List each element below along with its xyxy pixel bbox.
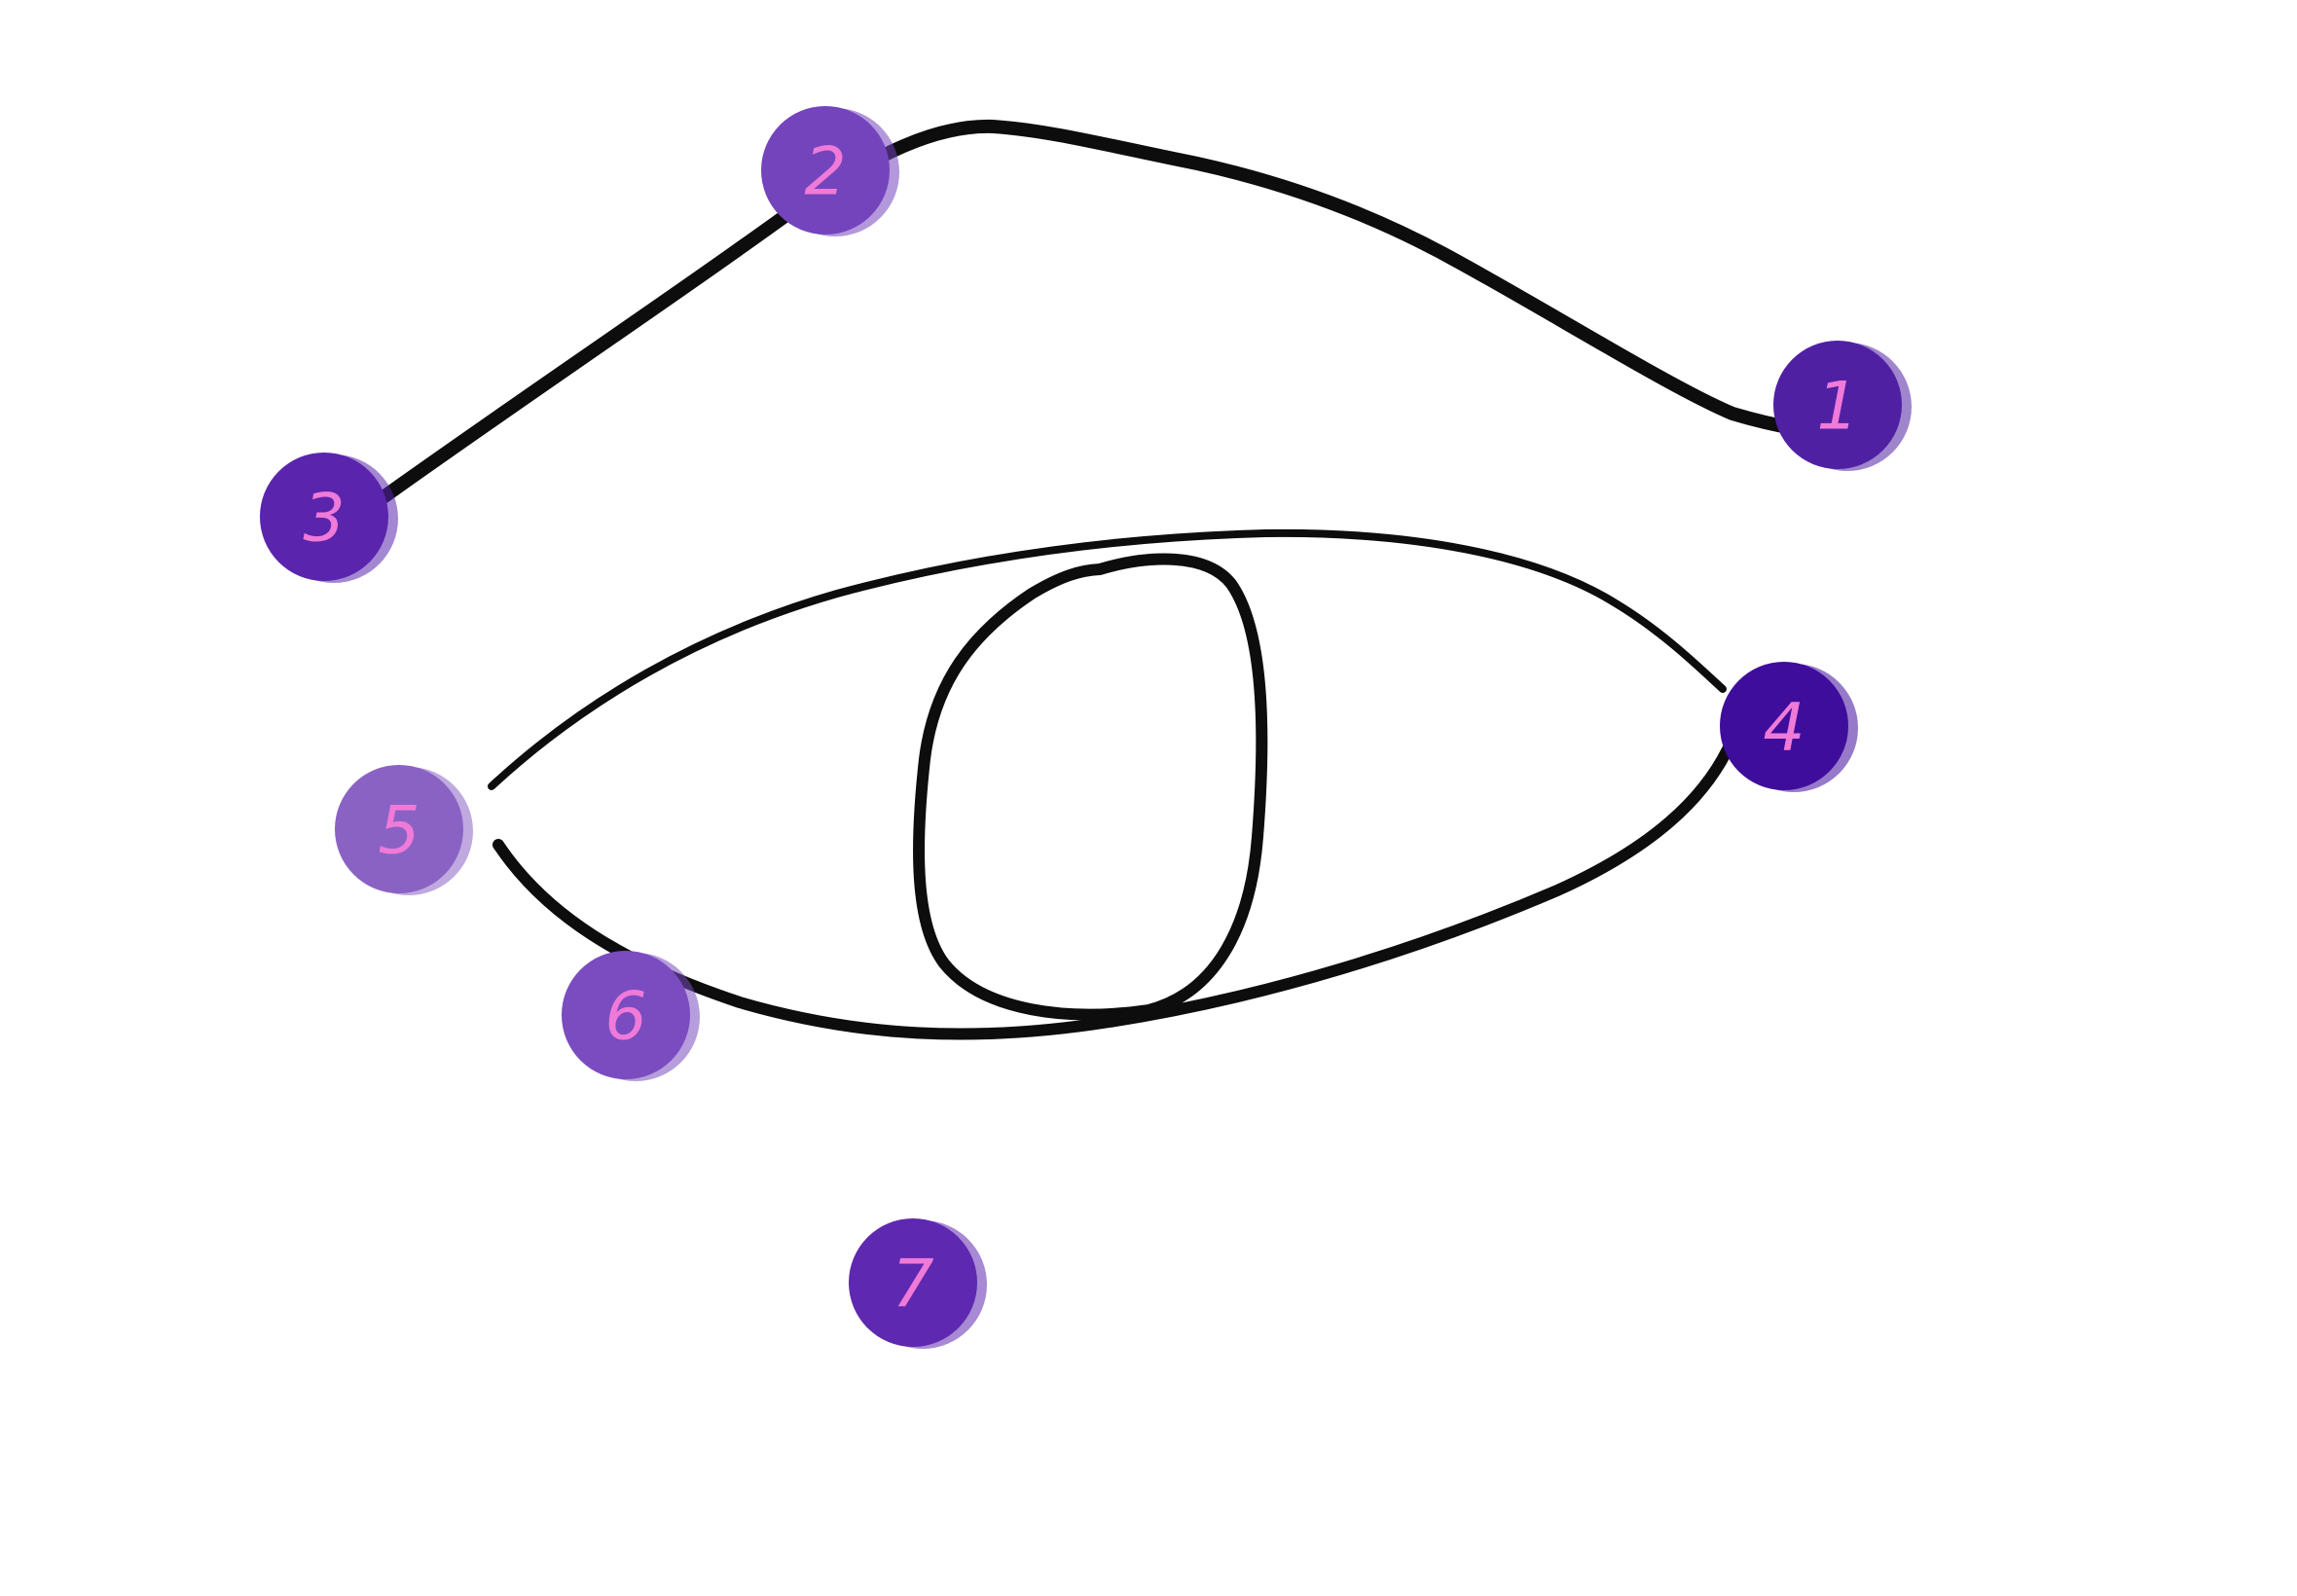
marker-label: 1: [1816, 369, 1858, 446]
iris-stroke: [913, 553, 1268, 1021]
upper-eyelid-stroke: [488, 528, 1727, 790]
marker-label: 7: [892, 1247, 933, 1324]
marker-6: 6: [562, 951, 700, 1081]
marker-1: 1: [1773, 341, 1912, 471]
eyebrow-stroke: [353, 119, 1851, 521]
markers-layer: 1 2 3 4 5 6 7: [260, 106, 1912, 1349]
marker-circle: [260, 453, 388, 581]
marker-label: 3: [303, 481, 345, 558]
marker-circle: [335, 765, 463, 893]
marker-3: 3: [260, 453, 398, 583]
marker-label: 2: [804, 134, 846, 211]
marker-circle: [849, 1218, 977, 1347]
marker-2: 2: [761, 106, 899, 236]
marker-label: 5: [378, 793, 419, 870]
marker-circle: [1720, 662, 1848, 790]
marker-label: 6: [604, 979, 646, 1056]
marker-7: 7: [849, 1218, 987, 1349]
marker-5: 5: [335, 765, 473, 895]
marker-circle: [761, 106, 890, 235]
marker-circle: [562, 951, 690, 1079]
marker-label: 4: [1763, 690, 1805, 767]
marker-circle: [1773, 341, 1902, 469]
marker-4: 4: [1720, 662, 1858, 792]
